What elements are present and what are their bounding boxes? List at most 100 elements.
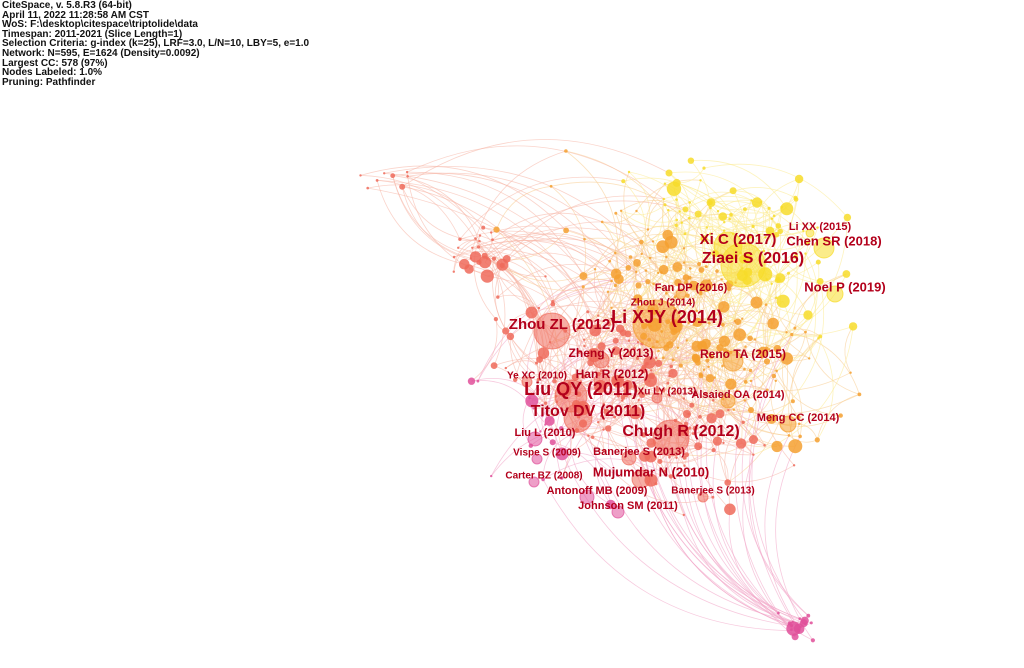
node: [699, 179, 702, 182]
node: [664, 235, 678, 249]
node: [635, 389, 638, 393]
node: [682, 397, 685, 400]
node: [689, 267, 692, 270]
node: [798, 617, 802, 620]
node: [606, 499, 616, 510]
edge: [743, 380, 777, 423]
node: [552, 378, 557, 384]
node: [491, 238, 494, 242]
edge: [533, 339, 650, 409]
node: [680, 221, 683, 224]
node: [718, 301, 730, 313]
node: [704, 265, 708, 269]
node: [676, 346, 680, 349]
node: [741, 420, 745, 424]
edge: [376, 180, 465, 265]
edge: [493, 358, 601, 387]
node: [639, 450, 651, 462]
edge: [734, 356, 796, 638]
node: [541, 414, 544, 418]
node: [751, 224, 755, 229]
node: [857, 392, 862, 397]
info-panel: CiteSpace, v. 5.8.R3 (64-bit) April 11, 2…: [2, 1, 309, 87]
node: [614, 251, 617, 255]
node: [697, 262, 702, 266]
node: [682, 274, 690, 281]
edge: [647, 198, 665, 230]
node: [586, 310, 590, 314]
node: [490, 474, 493, 478]
node: [610, 306, 613, 309]
edge: [728, 288, 821, 338]
edge: [478, 200, 699, 263]
edge: [627, 384, 790, 624]
node-label: Carter BZ (2008): [505, 471, 582, 482]
node: [587, 434, 590, 437]
edge: [542, 458, 672, 480]
edge: [459, 235, 481, 242]
node: [741, 317, 744, 320]
node: [635, 209, 638, 213]
node: [792, 464, 796, 467]
edge: [401, 139, 670, 188]
node: [675, 198, 678, 201]
node-hub: [563, 403, 593, 433]
node: [795, 414, 801, 420]
node: [752, 453, 755, 456]
edge: [587, 311, 629, 385]
edge: [514, 241, 654, 380]
node-label: Chen SR (2018): [786, 233, 881, 248]
node: [480, 269, 494, 283]
node: [793, 254, 799, 259]
node: [597, 314, 600, 317]
node-label: Xu LY (2013): [638, 387, 697, 398]
node: [715, 409, 725, 419]
node: [493, 226, 500, 233]
node: [811, 238, 814, 241]
edge: [750, 339, 765, 411]
node: [685, 339, 688, 342]
node: [772, 214, 776, 218]
node: [726, 286, 732, 292]
edge: [786, 331, 860, 395]
edge: [702, 285, 765, 446]
edge: [736, 279, 773, 392]
edge: [407, 171, 584, 277]
edge: [384, 166, 662, 273]
node: [661, 356, 665, 360]
node: [651, 240, 655, 243]
node: [481, 225, 486, 230]
node: [721, 322, 725, 327]
edge: [478, 239, 675, 309]
edge: [471, 319, 498, 382]
edge: [675, 272, 789, 328]
node: [663, 182, 667, 185]
node: [646, 228, 650, 231]
edge: [620, 210, 682, 228]
node: [623, 388, 629, 394]
node-hub: [779, 415, 797, 433]
node: [667, 208, 670, 212]
edge: [636, 210, 677, 223]
node: [628, 350, 632, 354]
node: [668, 456, 671, 459]
edge: [623, 171, 642, 243]
edge: [620, 200, 686, 212]
node: [766, 388, 769, 392]
node: [671, 358, 675, 362]
edge: [771, 218, 816, 359]
node: [628, 406, 642, 420]
node: [698, 372, 703, 377]
node: [624, 330, 632, 338]
edge: [496, 185, 552, 230]
node: [663, 469, 667, 474]
node: [762, 249, 766, 253]
node: [701, 434, 704, 437]
node: [683, 464, 686, 467]
node: [665, 292, 668, 295]
edge: [676, 457, 804, 624]
node: [790, 332, 794, 337]
node: [718, 335, 731, 347]
node: [700, 338, 711, 349]
